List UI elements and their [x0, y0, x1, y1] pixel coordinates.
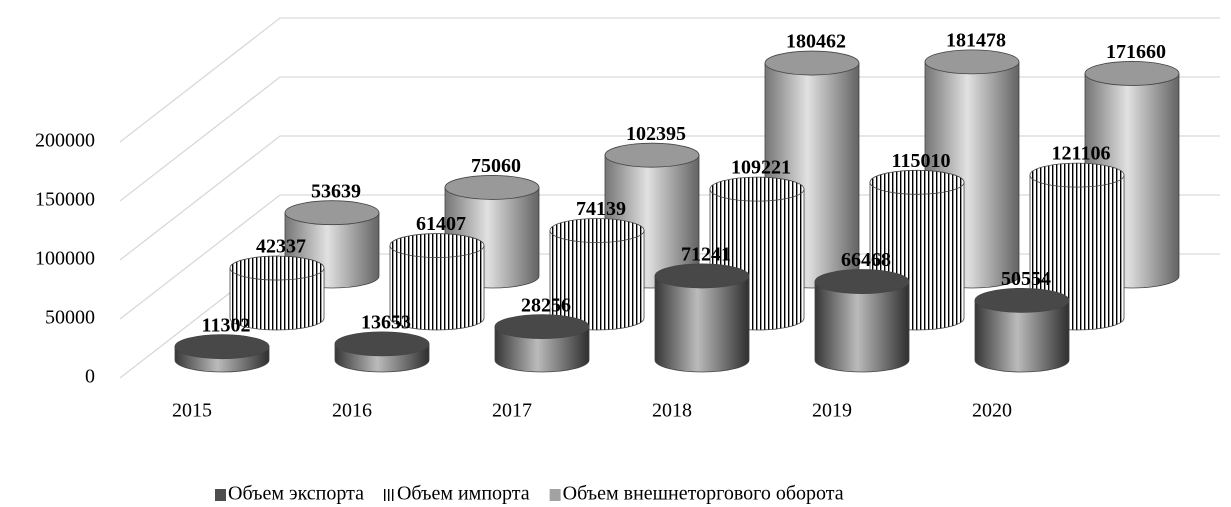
- cylinder-top: [924, 49, 1020, 75]
- cylinder-top: [814, 269, 910, 294]
- cylinder-top: [764, 50, 860, 76]
- x-tick-label: 2018: [652, 400, 692, 422]
- value-label: 53639: [311, 180, 361, 202]
- value-label: 11302: [202, 314, 251, 336]
- legend-label: Объем экспорта: [228, 483, 364, 505]
- cylinder: [654, 275, 750, 373]
- value-label: 121106: [1052, 143, 1111, 165]
- value-label: 74139: [576, 198, 626, 220]
- value-label: 181478: [946, 29, 1006, 51]
- x-tick-label: 2016: [332, 400, 372, 422]
- value-label: 61407: [416, 213, 466, 235]
- value-label: 115010: [892, 150, 951, 172]
- cylinder-top: [229, 255, 325, 281]
- cylinder-top: [174, 334, 270, 360]
- value-label: 50554: [1001, 268, 1051, 290]
- value-label: 109221: [731, 157, 791, 179]
- cylinder: [974, 299, 1070, 373]
- cylinder-top: [389, 233, 485, 258]
- legend-label: Объем импорта: [397, 483, 530, 505]
- cylinder-top: [1084, 61, 1180, 86]
- y-tick-label: 200000: [35, 130, 95, 152]
- grid-line: [119, 135, 1220, 261]
- cylinder-top: [604, 142, 700, 168]
- value-label: 66468: [841, 249, 891, 271]
- cylinder-top: [444, 175, 540, 200]
- y-tick-label: 50000: [45, 307, 95, 329]
- legend-marker: [383, 489, 395, 501]
- value-label: 75060: [471, 155, 521, 177]
- cylinder: [389, 245, 485, 331]
- legend-marker: [549, 489, 561, 501]
- legend-marker: [215, 489, 226, 501]
- cylinder-top: [334, 331, 430, 357]
- x-tick-label: 2017: [492, 400, 532, 422]
- cylinder-top: [654, 263, 750, 289]
- x-tick-label: 2019: [812, 400, 852, 422]
- cylinder: [494, 326, 590, 373]
- cylinder-top: [549, 218, 645, 243]
- y-tick-label: 100000: [35, 248, 95, 270]
- grid-line: [119, 76, 1220, 202]
- value-label: 13653: [361, 311, 411, 333]
- cylinder-top: [1029, 162, 1125, 188]
- cylinder: [229, 267, 325, 331]
- value-label: 42337: [256, 236, 306, 258]
- grid-line: [119, 17, 1220, 143]
- value-label: 180462: [786, 31, 846, 53]
- value-label: 102395: [626, 123, 686, 145]
- cylinder-top: [709, 176, 805, 202]
- value-label: 28256: [521, 294, 571, 316]
- value-label: 71241: [681, 244, 731, 266]
- cylinder-top: [284, 200, 380, 226]
- cylinder-top: [869, 169, 965, 195]
- value-label: 171660: [1106, 41, 1166, 63]
- legend-label: Объем внешнеторгового оборота: [563, 483, 844, 505]
- cylinder-top: [494, 314, 590, 340]
- x-tick-label: 2015: [172, 400, 212, 422]
- cylinder-top: [974, 287, 1070, 313]
- cylinder: [814, 281, 910, 373]
- x-tick-label: 2020: [972, 400, 1012, 422]
- y-tick-label: 150000: [35, 189, 95, 211]
- y-tick-label: 0: [85, 366, 95, 388]
